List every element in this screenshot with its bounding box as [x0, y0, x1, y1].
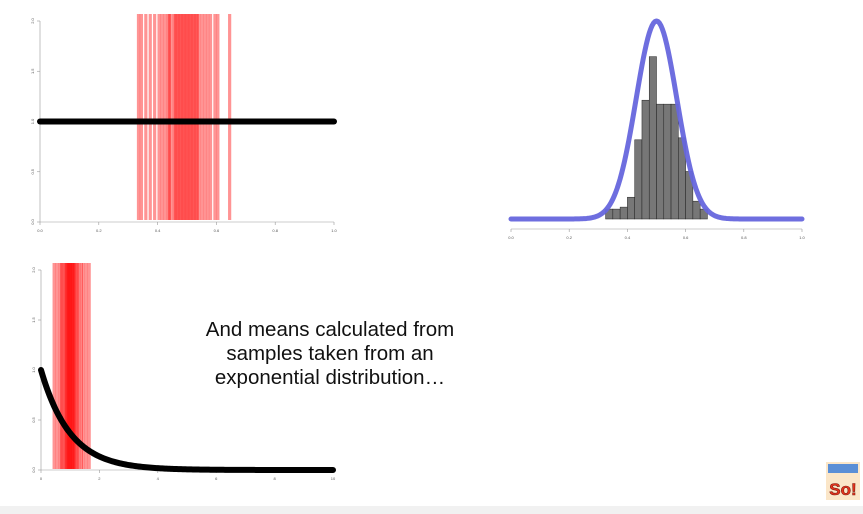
exp-x-tick-label: 8 — [273, 476, 276, 481]
uniform-y-tick-label: 0.0 — [30, 218, 35, 224]
histogram-chart: 0.0 0.2 0.4 0.6 0.8 1.0 — [508, 18, 806, 240]
exp-x-tick-label: 10 — [331, 476, 336, 481]
logo: So! — [826, 462, 860, 500]
exp-x-tick-label: 2 — [98, 476, 101, 481]
hist-x-tick-label: 0.0 — [508, 235, 514, 240]
exp-y-tick-label: 0.5 — [31, 416, 36, 422]
exp-y-tick-label: 2.0 — [31, 266, 36, 272]
uniform-x-tick-label: 0.4 — [155, 228, 161, 233]
uniform-x-tick-label: 0.6 — [214, 228, 220, 233]
histogram-bar — [627, 196, 635, 220]
exp-y-tick-label: 1.5 — [31, 316, 36, 322]
exp-x-tick-label: 4 — [157, 476, 160, 481]
uniform-x-tick-label: 0.0 — [37, 228, 43, 233]
uniform-y-tick-label: 1.5 — [30, 68, 35, 74]
normal-curve — [508, 18, 805, 222]
uniform-x-tick-label: 0.2 — [96, 228, 102, 233]
uniform-y-tick-label: 2.0 — [30, 17, 35, 23]
histogram-bar — [670, 103, 679, 220]
uniform-y-tick-label: 1.0 — [30, 118, 35, 124]
hist-x-tick-label: 1.0 — [799, 235, 805, 240]
exp-y-tick-label: 1.0 — [31, 366, 36, 372]
exponential-density-curve — [38, 367, 336, 473]
uniform-x-tick-label: 0.8 — [272, 228, 278, 233]
histogram-bar — [641, 99, 650, 220]
uniform-chart: 0.0 0.2 0.4 0.6 0.8 1.0 0.0 0.5 1.0 1.5 2.0 — [30, 14, 338, 233]
hist-x-tick-label: 0.4 — [625, 235, 631, 240]
logo-text: So! — [829, 480, 856, 499]
hist-x-tick-label: 0.6 — [683, 235, 689, 240]
histogram-bar — [648, 56, 657, 220]
histogram-bar — [634, 139, 643, 220]
uniform-y-tick-label: 0.5 — [30, 168, 35, 174]
histogram-bar — [656, 103, 665, 220]
exponential-chart: 0 2 4 6 8 10 0.0 0.5 1.0 1.5 2.0 — [31, 263, 336, 481]
bottom-strip — [0, 506, 863, 514]
hist-x-tick-label: 0.2 — [566, 235, 572, 240]
caption-text: And means calculated from samples taken … — [205, 318, 455, 389]
exp-x-tick-label: 6 — [215, 476, 218, 481]
histogram-bar — [692, 200, 701, 220]
histogram-bar — [619, 206, 628, 220]
exp-x-tick-label: 0 — [40, 476, 43, 481]
hist-x-tick-label: 0.8 — [741, 235, 747, 240]
uniform-x-tick-label: 1.0 — [331, 228, 337, 233]
histogram-bar — [612, 208, 621, 220]
exp-y-tick-label: 0.0 — [31, 466, 36, 472]
histogram-bar — [663, 103, 672, 220]
